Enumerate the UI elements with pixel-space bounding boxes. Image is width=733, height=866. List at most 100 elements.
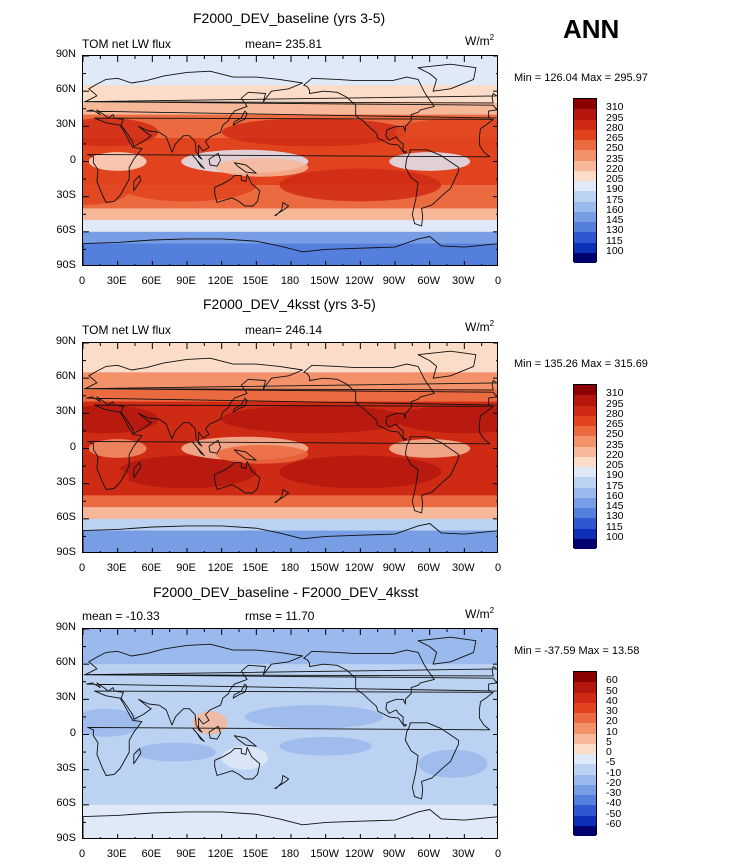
field-feature bbox=[244, 705, 384, 729]
coastline bbox=[274, 489, 290, 503]
colorbar-swatch bbox=[574, 497, 596, 508]
lon-tick-label: 180 bbox=[280, 275, 300, 287]
colorbar-swatch bbox=[574, 774, 596, 785]
lon-tick-label: 150E bbox=[242, 562, 269, 574]
coastline bbox=[83, 666, 497, 677]
field-feature bbox=[221, 746, 268, 770]
field-band bbox=[83, 208, 497, 221]
colorbar-level-label: 295 bbox=[606, 111, 624, 124]
lat-tick-label: 90S bbox=[56, 832, 76, 844]
colorbar-level-label: -10 bbox=[606, 766, 622, 779]
colorbar-swatch bbox=[574, 395, 596, 406]
field-band bbox=[83, 372, 497, 391]
field-feature bbox=[83, 405, 159, 434]
lon-tick-label: 90E bbox=[176, 562, 196, 574]
lat-tick-label: 60N bbox=[55, 83, 76, 96]
lat-tick-label: 60N bbox=[55, 656, 76, 669]
colorbar-level-label: 10 bbox=[606, 725, 618, 738]
colorbar-level-label: 280 bbox=[606, 407, 624, 420]
lat-tick-label: 90S bbox=[56, 546, 76, 558]
colorbar-level-label: 190 bbox=[606, 469, 624, 482]
colorbar-swatch bbox=[574, 232, 596, 243]
lat-tick-label: 30N bbox=[55, 691, 76, 704]
colorbar-level-label: 265 bbox=[606, 418, 624, 430]
colorbar-swatch bbox=[574, 713, 596, 724]
field-feature bbox=[83, 708, 141, 737]
colorbar-level-label: 220 bbox=[606, 162, 624, 175]
field-feature bbox=[88, 152, 147, 171]
panel-3-colorbar bbox=[573, 671, 597, 836]
lon-tick-label: 90W bbox=[382, 275, 406, 287]
coastline bbox=[208, 725, 221, 740]
field-feature bbox=[88, 439, 147, 458]
coastline bbox=[87, 690, 494, 776]
field-band bbox=[83, 243, 497, 265]
field-feature bbox=[221, 405, 407, 434]
colorbar-level-label: 160 bbox=[606, 203, 624, 216]
lat-tick-label: 30S bbox=[56, 761, 76, 774]
colorbar-swatch bbox=[574, 252, 596, 263]
colorbar-swatch bbox=[574, 805, 596, 816]
lon-tick-label: 0 bbox=[78, 848, 86, 860]
colorbar-swatch bbox=[574, 692, 596, 703]
panel-2-colorbar bbox=[573, 384, 597, 549]
panel-1-left-label: TOM net LW flux bbox=[82, 37, 171, 51]
colorbar-swatch bbox=[574, 181, 596, 192]
colorbar-level-label: 220 bbox=[606, 448, 624, 461]
lat-tick-label: 60S bbox=[56, 223, 76, 236]
field-band bbox=[83, 102, 497, 116]
lon-tick-label: 60E bbox=[141, 275, 162, 287]
lat-tick-label: 90N bbox=[55, 48, 76, 60]
lat-tick-label: 60N bbox=[55, 370, 76, 383]
map-canvas bbox=[83, 56, 497, 265]
colorbar-swatch bbox=[574, 170, 596, 181]
coastline bbox=[303, 649, 435, 727]
colorbar-level-label: 235 bbox=[606, 152, 624, 165]
coastline bbox=[83, 809, 497, 838]
lon-tick-label: 180 bbox=[280, 848, 300, 860]
colorbar-level-label: 235 bbox=[606, 438, 624, 451]
colorbar-swatch bbox=[574, 405, 596, 416]
lon-tick-label: 150W bbox=[310, 848, 340, 860]
colorbar-swatch bbox=[574, 538, 596, 549]
coastline bbox=[232, 397, 248, 413]
lat-tick-label: 30S bbox=[56, 475, 76, 488]
lat-tick-label: 30N bbox=[55, 118, 76, 131]
panel-1-map bbox=[82, 55, 498, 266]
coastline bbox=[214, 746, 261, 780]
colorbar-swatch bbox=[574, 467, 596, 478]
lon-tick-label: 120E bbox=[207, 562, 234, 574]
field-band bbox=[83, 231, 497, 245]
colorbar-swatch bbox=[574, 825, 596, 836]
colorbar-swatch bbox=[574, 242, 596, 253]
colorbar-level-label: 265 bbox=[606, 132, 624, 144]
colorbar-swatch bbox=[574, 815, 596, 826]
colorbar-level-label: 100 bbox=[606, 530, 624, 543]
colorbar-level-label: -50 bbox=[606, 807, 622, 820]
colorbar-level-label: 20 bbox=[606, 715, 618, 728]
coastline bbox=[87, 404, 494, 490]
panel-1-units: W/m2 bbox=[465, 33, 495, 48]
coastline bbox=[133, 462, 142, 479]
colorbar-swatch bbox=[574, 191, 596, 202]
colorbar-swatch bbox=[574, 723, 596, 734]
coastline bbox=[83, 380, 497, 391]
coastline bbox=[303, 363, 435, 441]
colorbar-swatch bbox=[574, 119, 596, 130]
coastline bbox=[84, 70, 497, 160]
coastline bbox=[233, 162, 257, 174]
coastline bbox=[84, 643, 497, 733]
colorbar-swatch bbox=[574, 682, 596, 693]
coastline bbox=[192, 155, 205, 169]
colorbar-level-label: 50 bbox=[606, 684, 618, 697]
lat-tick-label: 30N bbox=[55, 405, 76, 418]
lon-tick-label: 0 bbox=[78, 562, 86, 574]
lon-tick-label: 60E bbox=[141, 848, 162, 860]
colorbar-swatch bbox=[574, 477, 596, 488]
map-canvas bbox=[83, 343, 497, 552]
colorbar-swatch bbox=[574, 446, 596, 457]
field-band bbox=[83, 495, 497, 508]
panel-2-stat-label: mean= 246.14 bbox=[245, 323, 323, 337]
season-label: ANN bbox=[563, 14, 620, 44]
lon-tick-label: 0 bbox=[494, 848, 502, 860]
